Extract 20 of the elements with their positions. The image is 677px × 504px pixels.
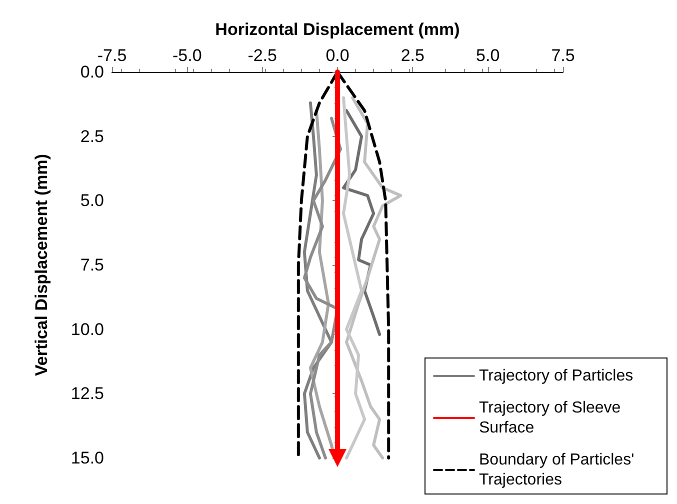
line-series [345,96,402,460]
x-tick-label: -7.5 [97,46,127,65]
x-tick-label: -2.5 [248,46,277,65]
y-tick-label: 15.0 [70,448,104,468]
x-tick-label: 7.5 [551,46,575,65]
y-tick-label: 5.0 [80,191,104,210]
y-axis-title: Vertical Displacement (mm) [32,154,51,376]
x-axis-title: Horizontal Displacement (mm) [215,20,460,39]
y-tick-label: 10.0 [70,320,104,339]
y-tick-label: 2.5 [80,126,104,146]
legend-label: Trajectory of Sleeve Surface [479,400,626,436]
y-tick-label: 0.0 [80,62,104,82]
x-tick-label: -5.0 [172,46,202,65]
x-tick-label: 0.0 [326,46,350,65]
x-tick-label: 5.0 [476,46,500,65]
legend-label: Trajectory of Particles [479,368,634,384]
x-tick-label: 2.5 [400,46,424,65]
y-tick-label: 7.5 [80,256,104,274]
y-tick-label: 12.5 [70,384,104,404]
legend-label: Boundary of Particles' Trajectories [479,452,639,488]
